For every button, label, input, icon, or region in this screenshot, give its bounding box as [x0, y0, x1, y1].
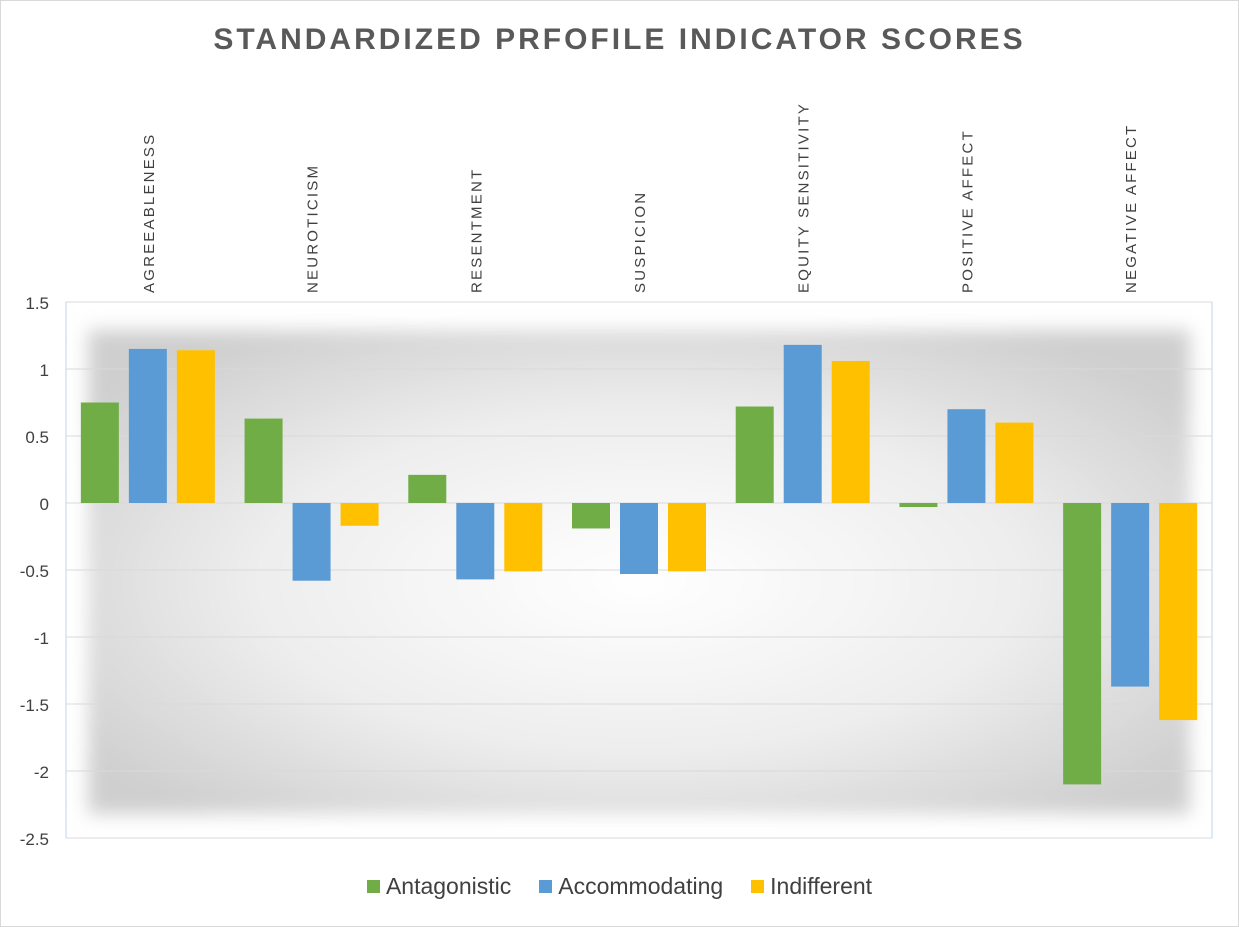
bar-antagonistic-1: [80, 402, 119, 503]
y-tick-label: -1: [34, 629, 49, 648]
chart-legend: Antagonistic Accommodating Indifferent: [1, 873, 1238, 900]
bar-antagonistic-3: [408, 474, 447, 503]
category-label: SUSPICION: [632, 191, 649, 293]
bar-accommodating-3: [456, 503, 495, 580]
legend-swatch: [539, 880, 553, 893]
y-tick-label: 0: [40, 495, 49, 514]
y-tick-label: 0.5: [25, 428, 49, 447]
chart-title: STANDARDIZED PRFOFILE INDICATOR SCORES: [213, 23, 1026, 56]
y-tick-label: -0.5: [20, 562, 49, 581]
legend-swatch: [751, 880, 765, 893]
bar-antagonistic-6: [899, 503, 938, 508]
legend-label: Accommodating: [558, 873, 724, 899]
bar-accommodating-1: [128, 348, 167, 503]
legend-label: Indifferent: [770, 873, 873, 899]
bar-antagonistic-4: [572, 503, 610, 529]
category-label: RESENTMENT: [468, 168, 485, 293]
bar-indifferent-7: [1159, 503, 1198, 721]
legend-label: Antagonistic: [385, 873, 512, 899]
y-tick-label: 1.5: [25, 294, 49, 313]
legend-item-indifferent: Indifferent: [751, 873, 872, 900]
category-label: POSITIVE AFFECT: [959, 129, 976, 293]
y-tick-label: -2.5: [20, 830, 49, 849]
bar-indifferent-2: [340, 503, 379, 526]
legend-item-accommodating: Accommodating: [539, 873, 723, 900]
y-tick-label: -2: [34, 763, 49, 782]
legend-swatch: [366, 880, 380, 893]
y-tick-label: 1: [40, 361, 49, 380]
bar-indifferent-3: [504, 503, 543, 572]
bar-indifferent-1: [176, 350, 215, 503]
category-label: EQUITY SENSITIVITY: [796, 102, 813, 293]
bar-indifferent-4: [668, 503, 706, 572]
y-tick-label: -1.5: [20, 696, 49, 715]
category-label: NEUROTICISM: [305, 164, 322, 293]
bar-accommodating-7: [1111, 503, 1150, 687]
bar-indifferent-5: [831, 360, 870, 503]
bar-accommodating-6: [947, 409, 986, 503]
legend-item-antagonistic: Antagonistic: [366, 873, 512, 900]
bar-accommodating-5: [783, 344, 822, 503]
bar-indifferent-6: [995, 422, 1034, 503]
bar-antagonistic-2: [244, 418, 283, 503]
category-label: NEGATIVE AFFECT: [1123, 124, 1140, 293]
bar-accommodating-2: [292, 503, 331, 581]
bar-accommodating-4: [620, 503, 658, 575]
bar-antagonistic-5: [735, 406, 774, 503]
bar-antagonistic-7: [1063, 503, 1102, 785]
category-label: AGREEABLENESS: [141, 133, 158, 293]
